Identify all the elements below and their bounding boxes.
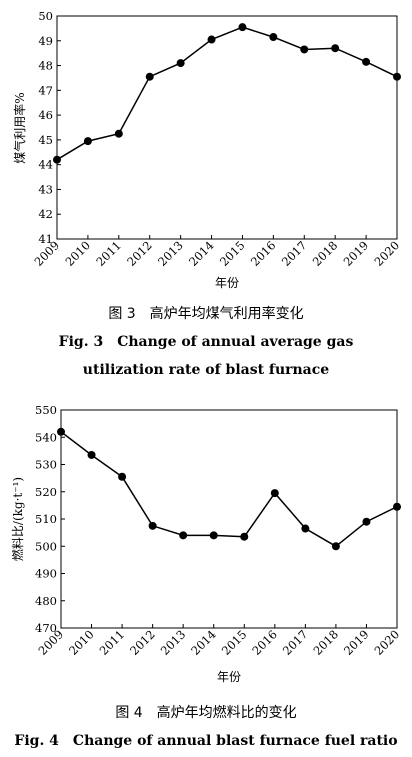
data-point-2017 [300, 45, 309, 54]
chart-fuel-ratio: 470 480 490 500 510 520 530 540 550 2009 2010 2011… [10, 403, 402, 749]
data-point-2019 [362, 57, 371, 66]
data-point-2015 [240, 532, 249, 541]
x-tick-label: 2012 [127, 627, 158, 658]
data-point-2020 [393, 72, 401, 81]
x-tick-label: 2016 [249, 627, 280, 658]
y-tick-label: 43 [38, 182, 53, 196]
plot-frame [56, 15, 398, 240]
y-tick-label: 530 [35, 458, 57, 472]
x-tick-label: 2013 [158, 627, 189, 658]
x-tick-label: 2015 [219, 627, 250, 658]
data-point-2012 [148, 521, 157, 530]
figure-caption-cn: 图 4 高炉年均燃料比的变化 [115, 704, 296, 721]
y-tick-label: 46 [38, 108, 53, 122]
data-point-2014 [207, 35, 216, 44]
data-point-2012 [145, 72, 154, 81]
data-point-2016 [270, 489, 279, 498]
x-tick-label: 2020 [372, 627, 403, 658]
data-point-2015 [238, 23, 247, 32]
data-point-2013 [179, 531, 188, 540]
y-tick-label: 520 [35, 485, 57, 499]
x-tick-label: 2018 [310, 627, 341, 658]
data-point-2013 [176, 59, 185, 68]
y-tick-label: 510 [35, 512, 57, 526]
x-tick-label: 2010 [66, 627, 97, 658]
figure-caption-en-line1: Fig. 3 Change of annual average gas [59, 334, 354, 350]
data-point-2016 [269, 33, 278, 42]
y-tick-label: 48 [38, 59, 53, 73]
data-point-2009 [53, 155, 61, 164]
data-point-2014 [209, 531, 218, 540]
x-tick-label: 2019 [341, 627, 372, 658]
x-axis: 2009 2010 2011 2012 2013 2014 2015 2016 2017 2018… [32, 235, 403, 269]
data-point-2018 [331, 542, 340, 551]
x-tick-label: 2014 [188, 627, 219, 658]
x-tick-label: 2019 [341, 238, 372, 269]
plot-frame [60, 409, 398, 629]
y-axis: 470 480 490 500 510 520 530 540 550 [35, 403, 65, 635]
data-point-2017 [301, 524, 310, 533]
data-point-2018 [331, 44, 340, 53]
series-points [57, 427, 401, 551]
y-axis-title: 燃料比/(kg·t⁻¹) [10, 477, 25, 561]
x-tick-label: 2020 [372, 238, 403, 269]
x-tick-label: 2014 [186, 238, 217, 269]
x-axis: 2009 2010 2011 2012 2013 2014 2015 2016 2017 2018… [36, 624, 403, 658]
data-point-2019 [362, 517, 371, 526]
y-tick-label: 490 [35, 567, 57, 581]
series-points [53, 23, 401, 164]
data-point-2010 [83, 137, 92, 146]
x-tick-label: 2017 [280, 627, 311, 658]
y-tick-label: 470 [35, 621, 57, 635]
x-tick-label: 2013 [155, 238, 186, 269]
y-tick-label: 480 [35, 594, 57, 608]
y-tick-label: 500 [35, 539, 57, 553]
x-tick-label: 2012 [124, 238, 155, 269]
x-tick-label: 2010 [62, 238, 93, 269]
data-point-2020 [393, 502, 401, 511]
y-tick-label: 540 [35, 430, 57, 444]
y-tick-label: 44 [38, 158, 53, 172]
x-axis-title: 年份 [217, 670, 241, 684]
figure-caption-en-line2: utilization rate of blast furnace [83, 362, 329, 378]
data-point-2011 [114, 129, 123, 138]
x-tick-label: 2015 [217, 238, 248, 269]
y-tick-label: 49 [38, 34, 53, 48]
y-tick-label: 42 [38, 207, 53, 221]
x-tick-label: 2011 [97, 627, 128, 658]
figure-caption-cn: 图 3 高炉年均煤气利用率变化 [108, 305, 303, 322]
data-point-2010 [87, 450, 96, 459]
y-tick-label: 41 [38, 232, 53, 246]
y-axis-title: 煤气利用率% [12, 92, 27, 163]
y-tick-label: 50 [38, 9, 53, 23]
x-tick-label: 2016 [248, 238, 279, 269]
x-axis-title: 年份 [215, 276, 239, 290]
series-line [56, 26, 398, 161]
x-tick-label: 2018 [310, 238, 341, 269]
x-tick-label: 2017 [279, 238, 310, 269]
figure-caption-en-line1: Fig. 4 Change of annual blast furnace fu… [14, 733, 397, 749]
y-tick-label: 550 [35, 403, 57, 417]
x-tick-label: 2009 [32, 238, 63, 269]
data-point-2009 [57, 427, 65, 436]
y-axis: 41 42 43 44 45 46 47 48 49 50 [38, 9, 61, 246]
x-tick-label: 2011 [93, 238, 124, 269]
data-point-2011 [118, 472, 127, 481]
y-tick-label: 45 [38, 133, 53, 147]
y-tick-label: 47 [38, 83, 53, 97]
series-line [60, 431, 398, 548]
